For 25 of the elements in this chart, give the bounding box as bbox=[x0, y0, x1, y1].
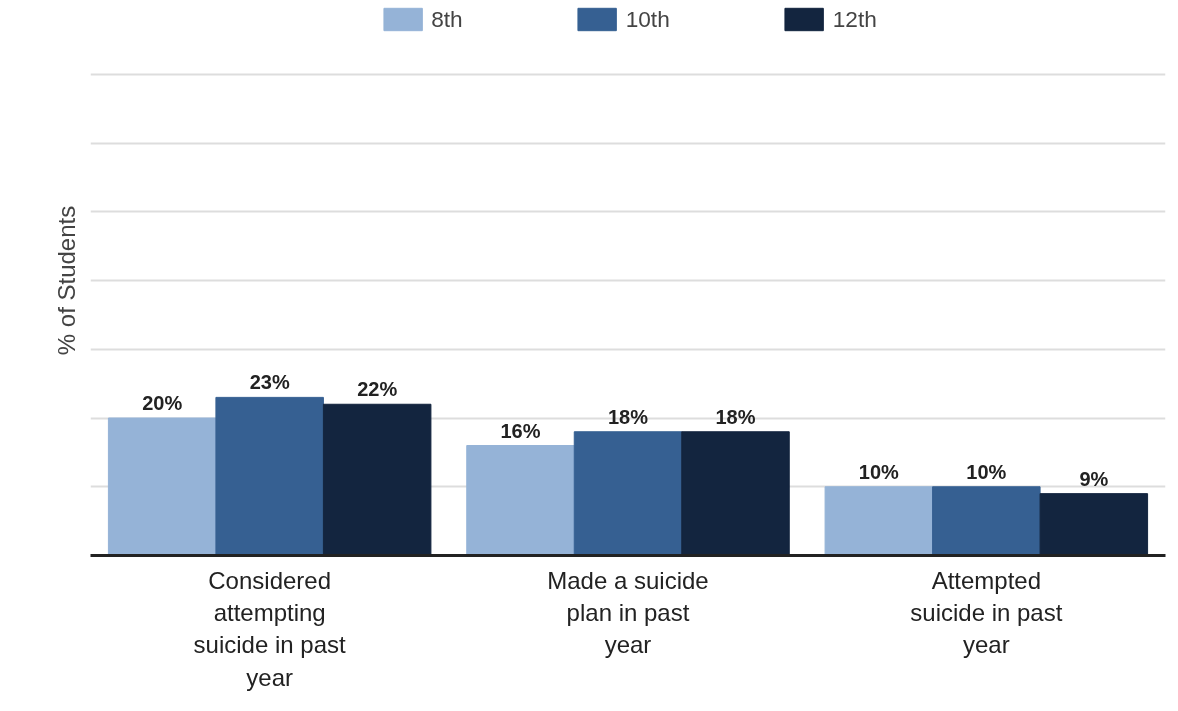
bar bbox=[466, 445, 575, 556]
bar bbox=[322, 403, 432, 556]
data-label: 18% bbox=[607, 405, 649, 428]
x-tick-label: Made a suicide plan in past year bbox=[547, 566, 709, 659]
x-tick-label: Considered attempting suicide in past year bbox=[193, 566, 347, 691]
bar bbox=[824, 486, 934, 556]
legend-label: 10th bbox=[625, 5, 670, 33]
data-label: 23% bbox=[249, 371, 290, 394]
data-label: 16% bbox=[500, 419, 541, 442]
bar bbox=[932, 486, 1041, 556]
bar bbox=[107, 417, 217, 556]
data-label: 10% bbox=[858, 460, 900, 483]
bar bbox=[681, 431, 790, 556]
data-label: 9% bbox=[1079, 467, 1109, 490]
bar bbox=[215, 396, 324, 556]
data-label: 10% bbox=[966, 460, 1007, 483]
data-label: 20% bbox=[142, 392, 183, 414]
bar bbox=[573, 431, 683, 556]
legend-label: 12th bbox=[832, 5, 877, 33]
x-tick-label: Attempted suicide in past year bbox=[910, 566, 1063, 659]
legend-label: 8th bbox=[431, 5, 463, 33]
bar bbox=[1039, 493, 1149, 556]
data-label: 22% bbox=[357, 378, 398, 401]
y-axis-title: % of Students bbox=[52, 205, 80, 356]
data-label: 18% bbox=[715, 405, 756, 428]
